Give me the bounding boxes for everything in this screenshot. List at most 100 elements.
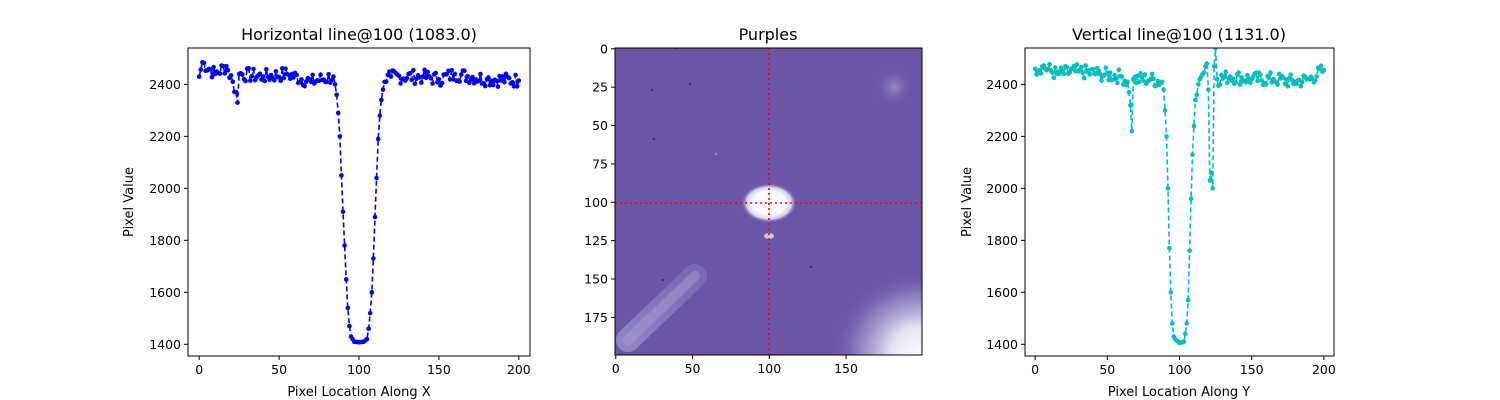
y-axis-label: Pixel Value — [122, 167, 137, 237]
data-point — [1113, 76, 1119, 81]
data-point — [375, 136, 381, 142]
y-tick-label: 1600 — [149, 285, 181, 300]
data-point — [1125, 79, 1130, 85]
data-point — [326, 71, 331, 77]
x-tick-label: 0 — [195, 362, 203, 377]
data-point — [335, 110, 341, 116]
data-point — [310, 72, 315, 78]
data-point — [374, 175, 379, 181]
data-point — [1221, 74, 1227, 80]
data-point — [1314, 74, 1319, 79]
data-point — [1190, 152, 1195, 157]
data-point — [1093, 71, 1099, 77]
data-point — [1064, 64, 1070, 70]
faint-blob — [874, 67, 914, 107]
data-point — [1250, 75, 1256, 80]
data-point — [1275, 82, 1280, 87]
data-point — [452, 71, 458, 77]
data-point — [500, 74, 506, 79]
x-tick-label: 200 — [1312, 362, 1336, 377]
data-point — [217, 71, 223, 77]
y-tick-label: 100 — [584, 195, 608, 210]
data-point — [425, 69, 431, 75]
x-tick-label: 150 — [427, 362, 451, 377]
data-point — [1184, 321, 1190, 326]
data-point — [1182, 331, 1188, 337]
plot-frame — [187, 47, 531, 357]
data-point — [1194, 92, 1200, 98]
data-point — [1201, 70, 1207, 75]
x-tick-label: 100 — [1168, 362, 1192, 377]
data-point — [1255, 78, 1260, 84]
data-point — [396, 73, 402, 79]
data-point — [273, 69, 279, 74]
data-point — [1107, 70, 1113, 75]
data-point — [1223, 69, 1229, 75]
data-point — [337, 134, 343, 139]
data-point — [1167, 245, 1172, 251]
data-point — [1169, 321, 1175, 326]
data-point — [1149, 71, 1155, 77]
data-point — [1224, 80, 1230, 86]
data-point — [1181, 339, 1187, 345]
data-point — [444, 72, 450, 77]
data-point — [380, 87, 386, 92]
y-tick-label: 2200 — [149, 129, 181, 144]
y-tick-label: 125 — [584, 233, 608, 248]
data-point — [1080, 70, 1086, 76]
data-point — [490, 82, 496, 88]
x-tick-label: 50 — [1099, 362, 1115, 377]
data-point — [1214, 76, 1220, 82]
x-tick-label: 150 — [1240, 362, 1264, 377]
data-point — [1159, 79, 1165, 85]
y-tick-label: 150 — [584, 272, 608, 287]
y-tick-label: 0 — [600, 41, 608, 56]
data-point — [1299, 79, 1305, 85]
data-point — [196, 74, 202, 79]
data-point — [1087, 72, 1093, 77]
data-point — [430, 81, 435, 86]
data-point — [1128, 102, 1133, 108]
data-point — [329, 77, 335, 83]
data-point — [412, 81, 418, 86]
image-title: Purples — [739, 25, 798, 44]
data-point — [278, 78, 283, 83]
data-point — [449, 68, 454, 73]
data-point — [1032, 66, 1038, 72]
data-point — [332, 82, 338, 87]
data-point — [1138, 71, 1143, 76]
data-point — [1151, 76, 1156, 82]
data-point — [465, 73, 470, 79]
data-point — [1090, 66, 1096, 72]
data-point — [1236, 70, 1241, 75]
x-tick-label: 0 — [1031, 362, 1039, 377]
data-point — [1161, 87, 1166, 92]
y-tick-label: 2000 — [149, 181, 181, 196]
data-point — [294, 72, 299, 78]
data-point — [224, 63, 229, 69]
data-point — [1053, 65, 1058, 70]
data-point — [388, 74, 394, 79]
data-point — [1115, 80, 1120, 86]
data-point — [404, 75, 410, 81]
data-point — [1206, 87, 1211, 92]
data-point — [340, 209, 346, 215]
data-point — [299, 77, 304, 82]
data-point — [1038, 71, 1044, 76]
data-point — [436, 76, 442, 82]
horizontal-series — [196, 60, 522, 345]
data-point — [331, 74, 336, 79]
data-point — [233, 89, 239, 95]
data-point — [276, 74, 282, 80]
diagonal-streak — [616, 264, 707, 352]
data-point — [1312, 78, 1318, 83]
data-point — [318, 72, 323, 78]
y-tick-label: 1400 — [986, 337, 1018, 352]
data-point — [264, 67, 269, 72]
data-point — [476, 78, 482, 84]
x-axis-label: Pixel Location Along X — [287, 385, 430, 400]
data-point — [235, 100, 240, 105]
data-point — [470, 74, 475, 80]
data-point — [347, 323, 352, 329]
